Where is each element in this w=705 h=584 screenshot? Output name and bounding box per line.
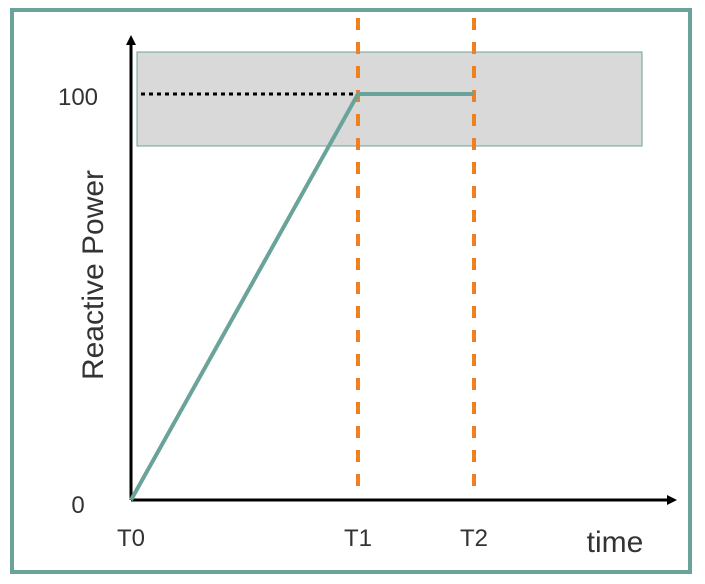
x-tick-label: T0 bbox=[117, 525, 145, 552]
x-tick-label: T1 bbox=[344, 525, 372, 552]
y-axis-label: Reactive Power bbox=[77, 170, 110, 380]
x-tick-label: T2 bbox=[460, 525, 488, 552]
shaded-band bbox=[136, 51, 643, 147]
chart-marks bbox=[126, 18, 677, 505]
x-axis-label: time bbox=[587, 526, 644, 559]
y-tick-label: 0 bbox=[71, 492, 84, 519]
series-line bbox=[129, 92, 474, 501]
y-tick-label: 100 bbox=[58, 84, 98, 111]
